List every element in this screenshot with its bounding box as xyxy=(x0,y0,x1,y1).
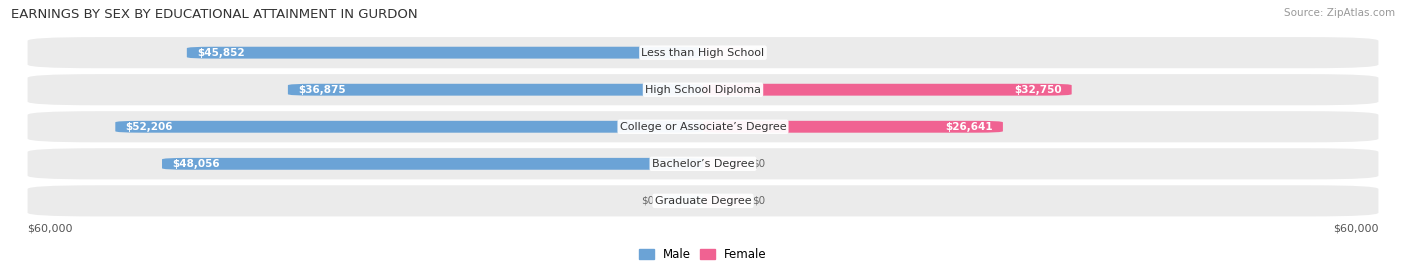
Text: $0: $0 xyxy=(641,196,654,206)
Text: Graduate Degree: Graduate Degree xyxy=(655,196,751,206)
FancyBboxPatch shape xyxy=(28,185,1378,217)
FancyBboxPatch shape xyxy=(187,47,703,59)
FancyBboxPatch shape xyxy=(28,74,1378,105)
FancyBboxPatch shape xyxy=(288,84,703,96)
Text: $52,206: $52,206 xyxy=(125,122,173,132)
Text: $26,641: $26,641 xyxy=(945,122,993,132)
Text: $32,750: $32,750 xyxy=(1014,85,1062,95)
Text: $0: $0 xyxy=(752,196,765,206)
Text: $0: $0 xyxy=(752,159,765,169)
FancyBboxPatch shape xyxy=(703,47,744,59)
Text: $45,852: $45,852 xyxy=(197,48,245,58)
Text: $36,875: $36,875 xyxy=(298,85,346,95)
FancyBboxPatch shape xyxy=(703,195,744,207)
FancyBboxPatch shape xyxy=(115,121,703,133)
FancyBboxPatch shape xyxy=(28,148,1378,179)
Text: High School Diploma: High School Diploma xyxy=(645,85,761,95)
Text: $0: $0 xyxy=(752,48,765,58)
Text: EARNINGS BY SEX BY EDUCATIONAL ATTAINMENT IN GURDON: EARNINGS BY SEX BY EDUCATIONAL ATTAINMEN… xyxy=(11,8,418,21)
FancyBboxPatch shape xyxy=(703,121,1002,133)
FancyBboxPatch shape xyxy=(28,111,1378,142)
FancyBboxPatch shape xyxy=(703,158,744,170)
Text: Less than High School: Less than High School xyxy=(641,48,765,58)
FancyBboxPatch shape xyxy=(28,37,1378,68)
Text: Source: ZipAtlas.com: Source: ZipAtlas.com xyxy=(1284,8,1395,18)
FancyBboxPatch shape xyxy=(662,195,703,207)
FancyBboxPatch shape xyxy=(703,84,1071,96)
Text: $60,000: $60,000 xyxy=(1333,224,1378,234)
Text: College or Associate’s Degree: College or Associate’s Degree xyxy=(620,122,786,132)
Text: Bachelor’s Degree: Bachelor’s Degree xyxy=(652,159,754,169)
FancyBboxPatch shape xyxy=(162,158,703,170)
Text: $48,056: $48,056 xyxy=(172,159,219,169)
Legend: Male, Female: Male, Female xyxy=(634,243,772,266)
Text: $60,000: $60,000 xyxy=(28,224,73,234)
